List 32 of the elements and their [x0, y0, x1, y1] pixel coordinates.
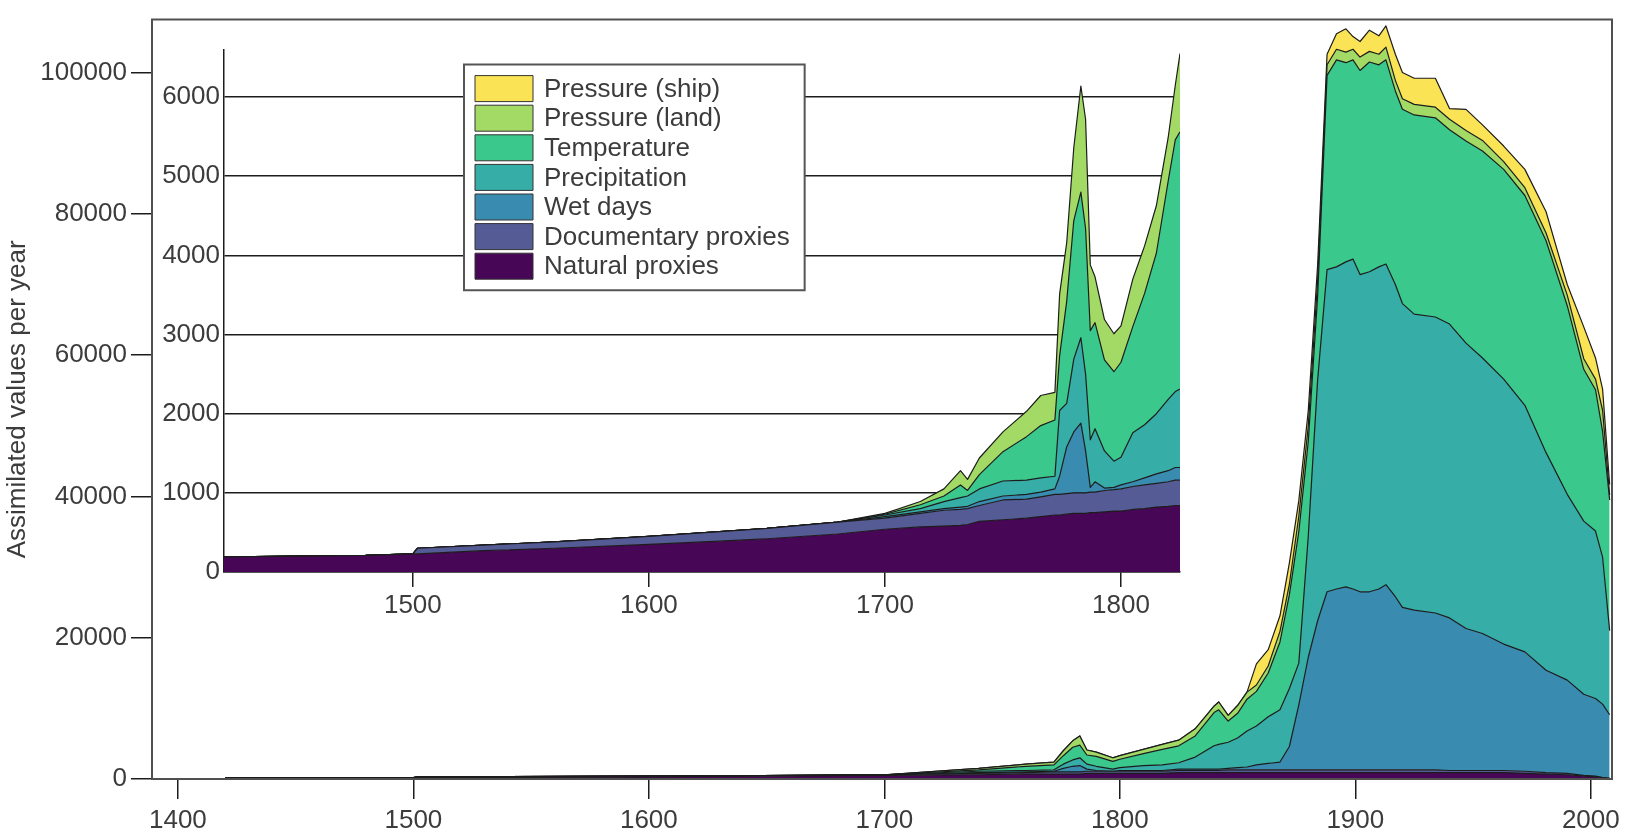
y-tick-label: 60000: [54, 338, 127, 369]
y-tick-label: 80000: [54, 197, 127, 228]
legend-label: Documentary proxies: [544, 220, 790, 251]
x-tick-label: 1500: [384, 803, 443, 834]
y-tick-label: 40000: [54, 479, 127, 510]
x-tick-label: 1900: [1326, 803, 1385, 834]
y-tick-label: 1000: [162, 476, 220, 507]
legend-label: Pressure (land): [544, 102, 722, 133]
y-tick-label: 6000: [162, 80, 220, 111]
x-tick-label: 1500: [383, 588, 442, 619]
y-tick-label: 20000: [54, 620, 127, 651]
y-tick-label: 0: [112, 762, 127, 793]
y-axis-title: Assimilated values per year: [0, 240, 31, 559]
legend-label: Precipitation: [544, 161, 688, 192]
x-tick-label: 1600: [619, 803, 678, 834]
x-tick-label: 2000: [1561, 803, 1620, 834]
y-tick-label: 5000: [162, 159, 220, 190]
x-tick-label: 1600: [619, 588, 678, 619]
legend-label: Pressure (ship): [544, 72, 721, 103]
y-tick-label: 4000: [162, 238, 220, 269]
x-tick-label: 1700: [855, 803, 914, 834]
x-tick-label: 1700: [856, 588, 914, 619]
y-tick-label: 0: [205, 555, 220, 586]
x-tick-label: 1400: [148, 803, 207, 834]
x-tick-label: 1800: [1092, 588, 1150, 619]
y-tick-label: 3000: [162, 317, 220, 348]
y-tick-label: 2000: [162, 396, 220, 427]
x-tick-label: 1800: [1090, 803, 1149, 834]
legend-label: Wet days: [544, 191, 652, 222]
legend-label: Temperature: [544, 131, 690, 162]
legend-label: Natural proxies: [544, 250, 719, 281]
y-tick-label: 100000: [40, 55, 127, 86]
